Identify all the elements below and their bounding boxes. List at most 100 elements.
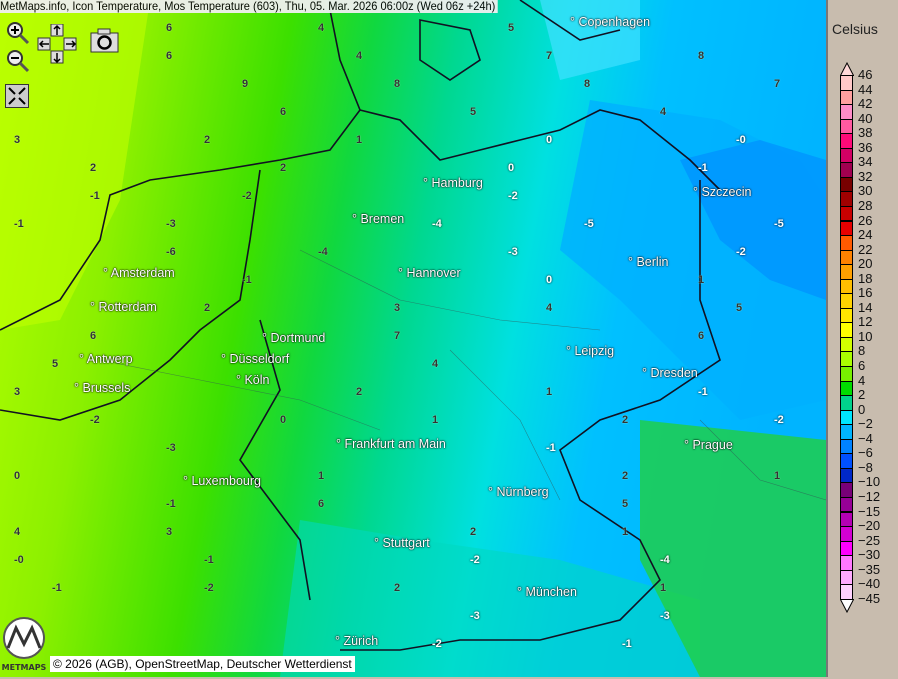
legend-swatch xyxy=(840,424,853,440)
legend-label: 18 xyxy=(858,270,873,286)
legend-swatch xyxy=(840,104,853,120)
legend-label: 4 xyxy=(858,372,866,388)
temperature-value: -6 xyxy=(166,246,176,258)
temperature-value: -3 xyxy=(470,610,480,622)
legend-swatch xyxy=(840,307,853,324)
city-label: ° Dortmund xyxy=(262,331,326,345)
temperature-value: 3 xyxy=(166,526,173,538)
temperature-value: 8 xyxy=(394,78,401,90)
legend-swatch xyxy=(840,409,853,426)
city-label: ° Copenhagen xyxy=(570,15,651,29)
temperature-value: 2 xyxy=(204,134,211,146)
temperature-value: -2 xyxy=(432,638,442,650)
legend-swatch xyxy=(840,293,853,309)
legend-label: 42 xyxy=(858,96,873,112)
legend-swatch xyxy=(840,264,853,280)
legend-label: −25 xyxy=(858,532,881,548)
temperature-value: 1 xyxy=(774,470,781,482)
temperature-value: 6 xyxy=(280,106,287,118)
temperature-value: -2 xyxy=(736,246,746,258)
legend-swatch xyxy=(840,75,853,91)
temperature-value: 2 xyxy=(90,162,97,174)
legend-label: 14 xyxy=(858,299,873,315)
temperature-field xyxy=(0,0,826,677)
legend-label: 20 xyxy=(858,256,873,272)
legend-label: 34 xyxy=(858,154,873,170)
city-label: ° Luxembourg xyxy=(183,474,261,488)
temperature-value: 5 xyxy=(52,358,59,370)
temperature-value: 7 xyxy=(774,78,781,90)
city-label: ° Szczecin xyxy=(693,185,752,199)
legend-label: 24 xyxy=(858,227,873,243)
temperature-value: -1 xyxy=(52,582,62,594)
legend-swatch xyxy=(840,278,853,295)
temperature-value: -1 xyxy=(698,386,708,398)
temperature-value: 3 xyxy=(394,302,401,314)
temperature-value: 4 xyxy=(356,50,363,62)
legend-label: −2 xyxy=(858,416,873,432)
temperature-value: -4 xyxy=(660,554,670,566)
temperature-value: 8 xyxy=(584,78,591,90)
temperature-value: 2 xyxy=(280,162,287,174)
legend-swatch xyxy=(840,133,853,149)
temperature-value: 2 xyxy=(356,386,363,398)
legend-swatch xyxy=(840,453,853,469)
legend-label: 10 xyxy=(858,328,873,344)
city-label: ° Prague xyxy=(684,438,733,452)
temperature-value: 6 xyxy=(318,498,325,510)
temperature-value: -1 xyxy=(14,218,24,230)
temperature-value: -2 xyxy=(204,582,214,594)
fullscreen-icon[interactable] xyxy=(5,84,29,113)
legend-label: −12 xyxy=(858,488,881,504)
legend-title: Celsius xyxy=(832,21,878,37)
zoom-out-icon[interactable] xyxy=(5,48,31,79)
temperature-value: 6 xyxy=(90,330,97,342)
temperature-value: 4 xyxy=(660,106,667,118)
temperature-value: -3 xyxy=(508,246,518,258)
legend-swatch xyxy=(840,467,853,484)
city-label: ° Amsterdam xyxy=(103,266,175,280)
temperature-value: -2 xyxy=(90,414,100,426)
legend-swatch xyxy=(840,584,853,600)
pan-arrows-icon[interactable] xyxy=(36,23,78,69)
legend-label: 12 xyxy=(858,314,873,330)
temperature-value: 6 xyxy=(166,22,173,34)
legend-label: 36 xyxy=(858,139,873,155)
legend-label: 40 xyxy=(858,110,873,126)
legend-label: −4 xyxy=(858,430,873,446)
svg-text:METMAPS: METMAPS xyxy=(2,663,47,672)
temperature-value: 3 xyxy=(14,134,21,146)
temperature-value: 8 xyxy=(698,50,705,62)
temperature-value: -1 xyxy=(242,274,252,286)
zoom-in-icon[interactable] xyxy=(5,20,31,51)
legend-label: 2 xyxy=(858,387,866,403)
camera-icon[interactable] xyxy=(90,28,120,59)
temperature-value: 0 xyxy=(280,414,287,426)
legend-min-arrow xyxy=(839,598,855,618)
temperature-value: 5 xyxy=(508,22,515,34)
legend-swatch xyxy=(840,569,853,586)
legend-label: 8 xyxy=(858,343,866,359)
city-label: ° München xyxy=(517,585,577,599)
city-label: ° Nürnberg xyxy=(488,485,549,499)
legend-swatch xyxy=(840,162,853,178)
temperature-value: 4 xyxy=(14,526,21,538)
legend-swatch xyxy=(840,118,853,135)
legend-swatch xyxy=(840,482,853,498)
metmaps-logo: METMAPS xyxy=(0,616,50,674)
temperature-value: 2 xyxy=(622,414,629,426)
legend-label: 22 xyxy=(858,241,873,257)
temperature-value: 1 xyxy=(356,134,363,146)
legend-label: 26 xyxy=(858,212,873,228)
legend-label: −20 xyxy=(858,518,881,534)
legend-label: −8 xyxy=(858,459,873,475)
temperature-value: 4 xyxy=(546,302,553,314)
temperature-value: 4 xyxy=(318,22,325,34)
legend-swatch xyxy=(840,511,853,528)
map-view[interactable]: 6 4 5 6 4 7 8 9 8 8 7 6 5 4 3 2 1 0 -0 2 2 0 -1 -1 -2 -2 -1 -3 -4 -5 -… xyxy=(0,0,826,677)
temperature-value: 3 xyxy=(14,386,21,398)
legend-label: −6 xyxy=(858,445,873,461)
city-label: ° Hannover xyxy=(398,266,461,280)
legend-label: 6 xyxy=(858,358,866,373)
temperature-value: 5 xyxy=(736,302,743,314)
